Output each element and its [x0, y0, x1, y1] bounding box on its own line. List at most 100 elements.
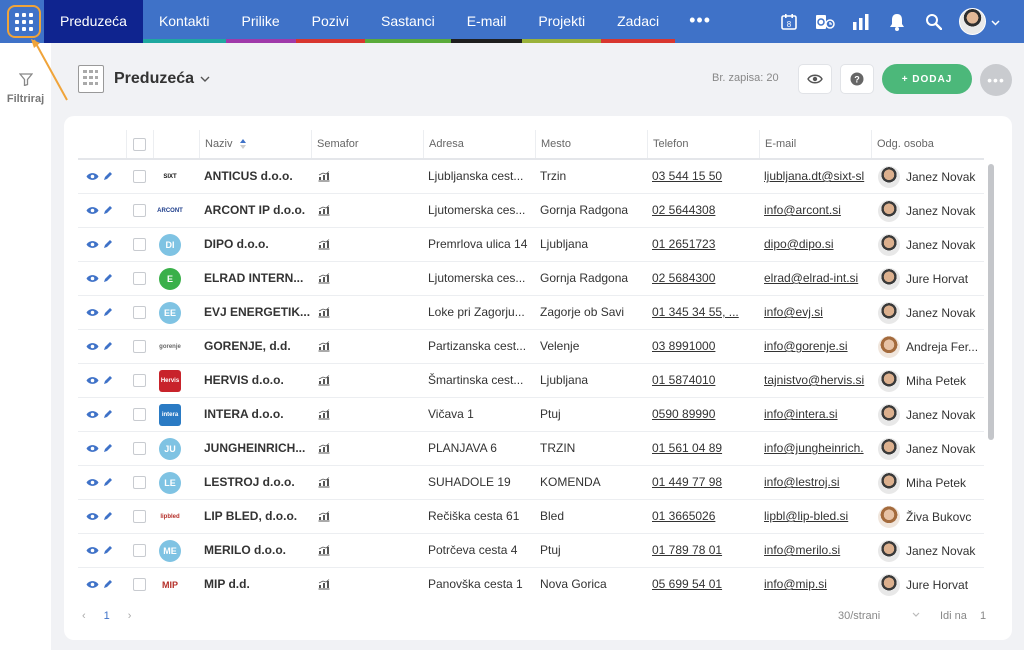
- company-name[interactable]: ANTICUS d.o.o.: [204, 169, 293, 183]
- edit-pencil-icon[interactable]: [103, 307, 113, 317]
- more-options-button[interactable]: •••: [980, 64, 1012, 96]
- table-row[interactable]: LE LESTROJ d.o.o. SUHADOLE 19 KOMENDA 01 449…: [78, 466, 984, 500]
- semafor-chart-icon[interactable]: [318, 511, 330, 522]
- page-title[interactable]: Preduzeća: [114, 70, 195, 87]
- company-phone[interactable]: 01 449 77 98: [652, 475, 723, 489]
- responsible-person[interactable]: Janez Novak: [878, 160, 975, 193]
- table-row[interactable]: ME MERILO d.o.o. Potrčeva cesta 4 Ptuj 01 78…: [78, 534, 984, 568]
- table-row[interactable]: SIXT ANTICUS d.o.o. Ljubljanska cest... Trz…: [78, 160, 984, 194]
- edit-pencil-icon[interactable]: [103, 239, 113, 249]
- nav-item-2[interactable]: Prilike: [225, 0, 296, 43]
- row-checkbox[interactable]: [133, 204, 146, 217]
- company-email[interactable]: info@gorenje.si: [764, 339, 848, 353]
- semafor-chart-icon[interactable]: [318, 307, 330, 318]
- company-name[interactable]: DIPO d.o.o.: [204, 237, 269, 251]
- company-email[interactable]: info@arcont.si: [764, 203, 841, 217]
- row-checkbox[interactable]: [133, 442, 146, 455]
- company-phone[interactable]: 02 5644308: [652, 203, 716, 217]
- table-row[interactable]: ARCONT ARCONT IP d.o.o. Ljutomerska ces...…: [78, 194, 984, 228]
- responsible-person[interactable]: Janez Novak: [878, 398, 975, 431]
- table-row[interactable]: JU JUNGHEINRICH... PLANJAVA 6 TRZIN 01 561 0…: [78, 432, 984, 466]
- nav-item-6[interactable]: Projekti: [522, 0, 602, 43]
- eye-icon[interactable]: [86, 546, 99, 555]
- edit-pencil-icon[interactable]: [103, 273, 113, 283]
- company-name[interactable]: LIP BLED, d.o.o.: [204, 509, 298, 523]
- company-name[interactable]: MIP d.d.: [204, 577, 250, 591]
- table-row[interactable]: DI DIPO d.o.o. Premrlova ulica 14 Ljubljana…: [78, 228, 984, 262]
- edit-pencil-icon[interactable]: [103, 511, 113, 521]
- responsible-person[interactable]: Janez Novak: [878, 296, 975, 329]
- nav-item-7[interactable]: Zadaci: [601, 0, 676, 43]
- column-header-name[interactable]: Naziv: [199, 130, 311, 158]
- row-checkbox[interactable]: [133, 170, 146, 183]
- company-phone[interactable]: 01 789 78 01: [652, 543, 723, 557]
- edit-pencil-icon[interactable]: [103, 545, 113, 555]
- notifications-bell-icon[interactable]: [879, 0, 915, 43]
- apps-menu-button[interactable]: [7, 5, 41, 38]
- eye-icon[interactable]: [86, 410, 99, 419]
- semafor-chart-icon[interactable]: [318, 375, 330, 386]
- company-phone[interactable]: 03 544 15 50: [652, 169, 723, 183]
- row-checkbox[interactable]: [133, 306, 146, 319]
- row-checkbox[interactable]: [133, 272, 146, 285]
- responsible-person[interactable]: Miha Petek: [878, 466, 966, 499]
- row-checkbox[interactable]: [133, 374, 146, 387]
- row-checkbox[interactable]: [133, 544, 146, 557]
- table-row[interactable]: lipbled LIP BLED, d.o.o. Rečiška cesta 61 B…: [78, 500, 984, 534]
- company-email[interactable]: info@intera.si: [764, 407, 838, 421]
- prev-page-button[interactable]: ‹: [82, 610, 86, 622]
- company-email[interactable]: info@evj.si: [764, 305, 823, 319]
- company-email[interactable]: info@jungheinrich.: [764, 441, 864, 455]
- column-header-semafor[interactable]: Semafor: [311, 130, 423, 158]
- semafor-chart-icon[interactable]: [318, 443, 330, 454]
- nav-item-0[interactable]: Preduzeća: [44, 0, 143, 43]
- semafor-chart-icon[interactable]: [318, 239, 330, 250]
- table-row[interactable]: gorenje GORENJE, d.d. Partizanska cest... V…: [78, 330, 984, 364]
- responsible-person[interactable]: Janez Novak: [878, 432, 975, 465]
- semafor-chart-icon[interactable]: [318, 171, 330, 182]
- responsible-person[interactable]: Živa Bukovc: [878, 500, 971, 533]
- goto-page-input[interactable]: 1: [980, 610, 987, 622]
- edit-pencil-icon[interactable]: [103, 409, 113, 419]
- outlook-sync-icon[interactable]: [807, 0, 843, 43]
- eye-icon[interactable]: [86, 478, 99, 487]
- company-name[interactable]: EVJ ENERGETIK...: [204, 305, 311, 319]
- view-toggle-button[interactable]: [798, 64, 832, 94]
- company-email[interactable]: tajnistvo@hervis.si: [764, 373, 865, 387]
- edit-pencil-icon[interactable]: [103, 477, 113, 487]
- vertical-scrollbar[interactable]: [988, 164, 994, 440]
- company-email[interactable]: info@mip.si: [764, 577, 827, 591]
- chevron-down-icon[interactable]: [200, 76, 210, 82]
- column-header-city[interactable]: Mesto: [535, 130, 647, 158]
- filter-button[interactable]: Filtriraj: [0, 73, 51, 105]
- nav-item-1[interactable]: Kontakti: [142, 0, 226, 43]
- row-checkbox[interactable]: [133, 476, 146, 489]
- edit-pencil-icon[interactable]: [103, 205, 113, 215]
- company-name[interactable]: INTERA d.o.o.: [204, 407, 284, 421]
- semafor-chart-icon[interactable]: [318, 579, 330, 590]
- eye-icon[interactable]: [86, 206, 99, 215]
- responsible-person[interactable]: Janez Novak: [878, 534, 975, 567]
- nav-item-5[interactable]: E-mail: [450, 0, 523, 43]
- company-phone[interactable]: 01 2651723: [652, 237, 716, 251]
- company-phone[interactable]: 01 3665026: [652, 509, 716, 523]
- table-row[interactable]: MIP MIP d.d. Panovška cesta 1 Nova Gorica 05…: [78, 568, 984, 600]
- table-row[interactable]: E ELRAD INTERN... Ljutomerska ces... Gornja…: [78, 262, 984, 296]
- eye-icon[interactable]: [86, 240, 99, 249]
- company-name[interactable]: ELRAD INTERN...: [204, 271, 304, 285]
- column-header-email[interactable]: E-mail: [759, 130, 871, 158]
- company-phone[interactable]: 03 8991000: [652, 339, 716, 353]
- chevron-down-icon[interactable]: [912, 612, 920, 617]
- company-phone[interactable]: 01 561 04 89: [652, 441, 723, 455]
- responsible-person[interactable]: Andreja Fer...: [878, 330, 978, 363]
- company-email[interactable]: lipbl@lip-bled.si: [764, 509, 849, 523]
- select-all-checkbox[interactable]: [133, 138, 146, 151]
- company-email[interactable]: dipo@dipo.si: [764, 237, 834, 251]
- semafor-chart-icon[interactable]: [318, 205, 330, 216]
- eye-icon[interactable]: [86, 512, 99, 521]
- current-page[interactable]: 1: [103, 610, 110, 622]
- responsible-person[interactable]: Janez Novak: [878, 228, 975, 261]
- column-header-person[interactable]: Odg. osoba: [871, 130, 984, 158]
- company-phone[interactable]: 01 345 34 55, ...: [652, 305, 739, 319]
- eye-icon[interactable]: [86, 342, 99, 351]
